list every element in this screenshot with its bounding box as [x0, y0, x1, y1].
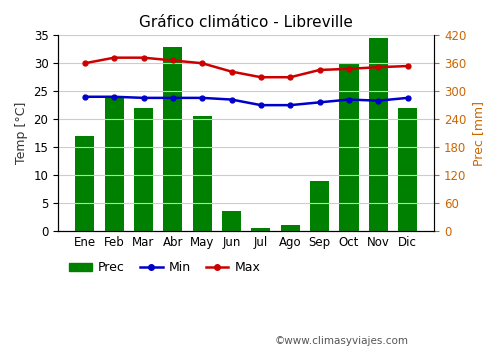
- Bar: [398, 108, 417, 231]
- Y-axis label: Prec [mm]: Prec [mm]: [472, 100, 485, 166]
- Bar: [76, 136, 94, 231]
- Bar: [340, 63, 358, 231]
- Title: Gráfico climático - Libreville: Gráfico climático - Libreville: [140, 15, 353, 30]
- Bar: [222, 211, 241, 231]
- Bar: [252, 228, 270, 231]
- Y-axis label: Temp [°C]: Temp [°C]: [15, 102, 28, 164]
- Bar: [310, 181, 329, 231]
- Bar: [192, 116, 212, 231]
- Text: ©www.climasyviajes.com: ©www.climasyviajes.com: [275, 336, 409, 346]
- Bar: [369, 38, 388, 231]
- Bar: [134, 108, 153, 231]
- Bar: [104, 97, 124, 231]
- Bar: [280, 225, 300, 231]
- Legend: Prec, Min, Max: Prec, Min, Max: [64, 256, 266, 279]
- Bar: [164, 47, 182, 231]
